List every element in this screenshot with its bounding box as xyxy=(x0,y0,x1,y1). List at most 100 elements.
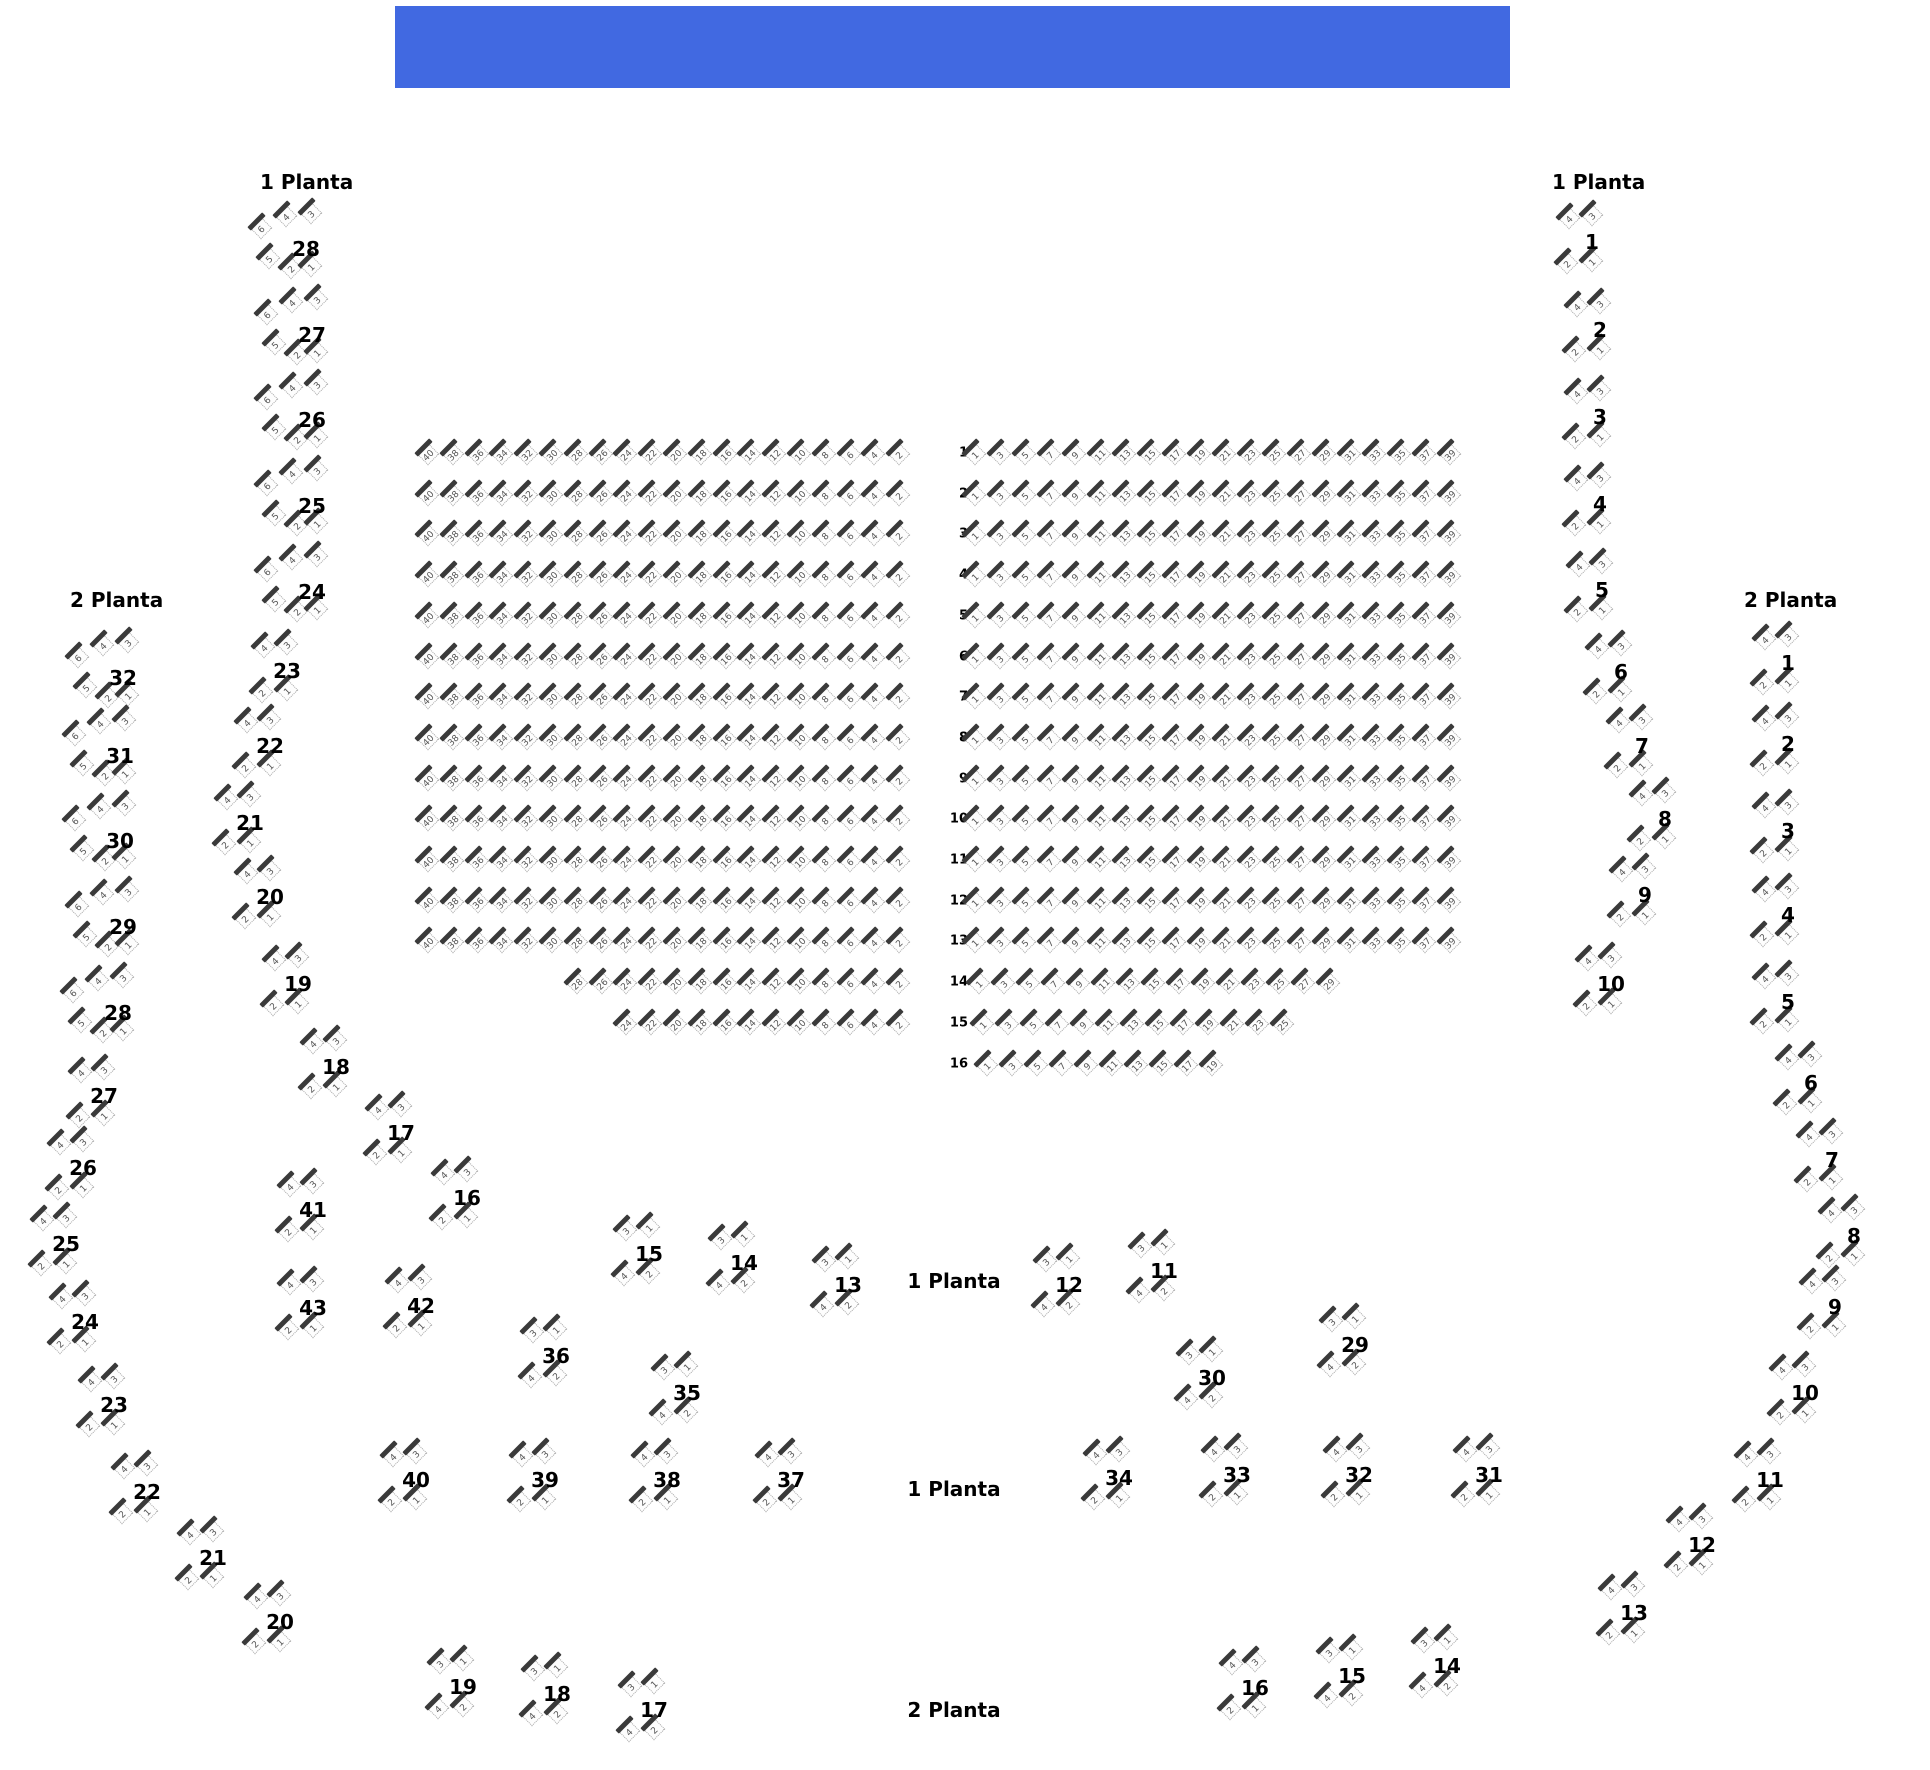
seat[interactable]: 22 xyxy=(637,682,663,710)
seat[interactable]: 18 xyxy=(687,682,713,710)
seat[interactable]: 14 xyxy=(736,723,762,751)
seat[interactable]: 32 xyxy=(513,641,539,669)
seat[interactable]: 3 xyxy=(986,519,1012,547)
seat[interactable]: 10 xyxy=(786,1008,812,1036)
seat[interactable]: 3 xyxy=(407,1263,433,1291)
seat[interactable]: 21 xyxy=(1211,723,1237,751)
seat[interactable]: 2 xyxy=(885,682,911,710)
seat[interactable]: 3 xyxy=(1586,374,1612,402)
seat[interactable]: 19 xyxy=(1186,804,1212,832)
seat[interactable]: 21 xyxy=(1211,763,1237,791)
seat[interactable]: 3 xyxy=(1756,1437,1782,1465)
seat[interactable]: 16 xyxy=(711,641,738,669)
seat[interactable]: 3 xyxy=(109,961,135,989)
seat[interactable]: 2 xyxy=(885,438,911,466)
seat[interactable]: 36 xyxy=(463,723,490,751)
seat[interactable]: 13 xyxy=(1111,804,1137,832)
seat[interactable]: 36 xyxy=(463,560,490,588)
seat[interactable]: 6 xyxy=(253,298,279,326)
seat[interactable]: 21 xyxy=(1211,560,1237,588)
seat[interactable]: 35 xyxy=(1386,682,1412,710)
seat[interactable]: 4 xyxy=(860,804,886,832)
seat[interactable]: 5 xyxy=(1015,967,1041,995)
seat[interactable]: 11 xyxy=(1086,845,1112,873)
seat[interactable]: 23 xyxy=(1236,926,1262,954)
seat[interactable]: 35 xyxy=(1386,601,1412,629)
seat[interactable]: 21 xyxy=(1211,845,1237,873)
seat[interactable]: 39 xyxy=(1436,478,1462,507)
seat[interactable]: 37 xyxy=(1411,845,1437,873)
seat[interactable]: 6 xyxy=(835,519,862,547)
seat[interactable]: 9 xyxy=(1061,641,1087,669)
seat[interactable]: 1 xyxy=(965,967,991,995)
seat[interactable]: 3 xyxy=(1774,959,1800,987)
seat[interactable]: 20 xyxy=(662,763,688,791)
seat[interactable]: 14 xyxy=(736,682,762,710)
seat[interactable]: 10 xyxy=(786,885,812,914)
seat[interactable]: 36 xyxy=(463,682,490,710)
seat[interactable]: 1 xyxy=(961,478,987,507)
seat[interactable]: 14 xyxy=(736,478,762,507)
seat[interactable]: 23 xyxy=(1236,763,1262,791)
seat[interactable]: 22 xyxy=(637,519,663,547)
seat[interactable]: 35 xyxy=(1386,478,1412,507)
seat[interactable]: 13 xyxy=(1111,519,1137,547)
seat[interactable]: 5 xyxy=(1011,438,1037,466)
seat[interactable]: 17 xyxy=(1161,804,1187,832)
seat[interactable]: 22 xyxy=(637,804,663,832)
seat[interactable]: 20 xyxy=(662,804,688,832)
seat[interactable]: 6 xyxy=(253,555,279,583)
seat[interactable]: 10 xyxy=(786,641,812,669)
seat[interactable]: 18 xyxy=(687,763,713,791)
seat[interactable]: 40 xyxy=(414,601,440,629)
seat[interactable]: 7 xyxy=(1044,1008,1070,1036)
seat[interactable]: 8 xyxy=(811,519,837,547)
seat[interactable]: 38 xyxy=(439,804,465,832)
seat[interactable]: 20 xyxy=(662,967,688,995)
seat[interactable]: 3 xyxy=(303,368,329,396)
seat[interactable]: 22 xyxy=(637,926,663,954)
seat[interactable]: 35 xyxy=(1386,804,1412,832)
seat[interactable]: 10 xyxy=(786,519,812,547)
seat[interactable]: 27 xyxy=(1286,926,1312,954)
seat[interactable]: 24 xyxy=(612,926,638,954)
seat[interactable]: 14 xyxy=(736,601,762,629)
seat[interactable]: 8 xyxy=(811,967,837,995)
seat[interactable]: 30 xyxy=(538,763,564,791)
seat[interactable]: 3 xyxy=(111,704,137,732)
seat[interactable]: 11 xyxy=(1086,519,1112,547)
seat[interactable]: 3 xyxy=(1774,872,1800,900)
seat[interactable]: 8 xyxy=(811,723,837,751)
seat[interactable]: 31 xyxy=(1336,804,1362,832)
seat[interactable]: 33 xyxy=(1361,478,1387,507)
seat[interactable]: 18 xyxy=(687,519,713,547)
seat[interactable]: 28 xyxy=(563,885,589,914)
seat[interactable]: 11 xyxy=(1086,560,1112,588)
seat[interactable]: 4 xyxy=(860,560,886,588)
seat[interactable]: 19 xyxy=(1186,601,1212,629)
seat[interactable]: 7 xyxy=(1040,967,1066,995)
seat[interactable]: 1 xyxy=(640,1667,666,1695)
seat[interactable]: 24 xyxy=(612,478,638,507)
seat[interactable]: 40 xyxy=(414,885,440,914)
seat[interactable]: 19 xyxy=(1186,682,1212,710)
seat[interactable]: 15 xyxy=(1136,682,1162,710)
seat[interactable]: 3 xyxy=(133,1449,159,1477)
seat[interactable]: 28 xyxy=(563,723,589,751)
seat[interactable]: 12 xyxy=(761,438,787,466)
seat[interactable]: 3 xyxy=(1651,776,1677,804)
seat[interactable]: 2 xyxy=(885,560,911,588)
seat[interactable]: 37 xyxy=(1411,926,1437,954)
seat[interactable]: 24 xyxy=(612,804,638,832)
seat[interactable]: 33 xyxy=(1361,926,1387,954)
seat[interactable]: 9 xyxy=(1061,926,1087,954)
seat[interactable]: 34 xyxy=(488,438,514,466)
seat[interactable]: 15 xyxy=(1144,1008,1170,1036)
seat[interactable]: 10 xyxy=(786,560,812,588)
seat[interactable]: 3 xyxy=(100,1362,126,1390)
seat[interactable]: 12 xyxy=(761,560,787,588)
seat[interactable]: 31 xyxy=(1336,723,1362,751)
seat[interactable]: 22 xyxy=(637,885,663,914)
seat[interactable]: 3 xyxy=(114,626,140,654)
seat[interactable]: 30 xyxy=(538,438,564,466)
